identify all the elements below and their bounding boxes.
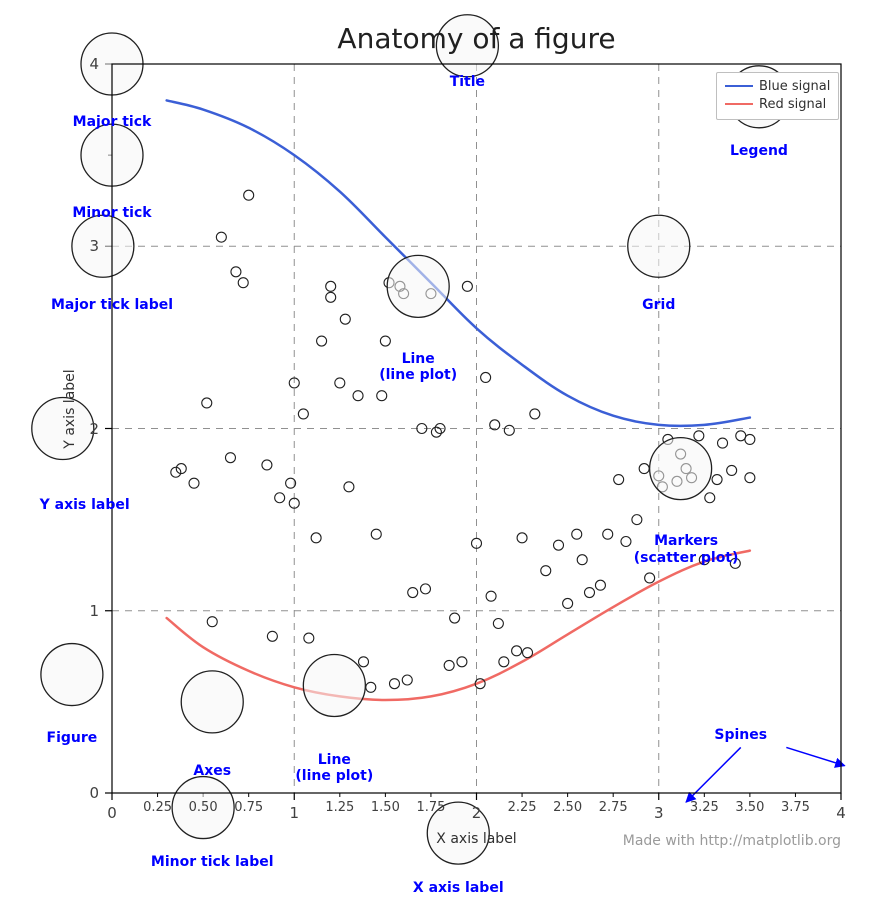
annot-circle-yaxis-label (32, 398, 94, 460)
annot-circle-minor-tick-label (172, 777, 234, 839)
annot-circle-xaxis-label (427, 802, 489, 864)
annot-circle-title (436, 15, 498, 77)
annot-circle-legend (728, 66, 790, 128)
annot-circle-major-tick-label (72, 215, 134, 277)
annot-circle-line-red (303, 654, 365, 716)
figure-svg (0, 0, 886, 906)
annot-circle-markers (650, 438, 712, 500)
annot-circle-line-blue (387, 255, 449, 317)
annot-circle-grid (628, 215, 690, 277)
annot-circle-figure (41, 644, 103, 706)
annot-circle-axes (181, 671, 243, 733)
